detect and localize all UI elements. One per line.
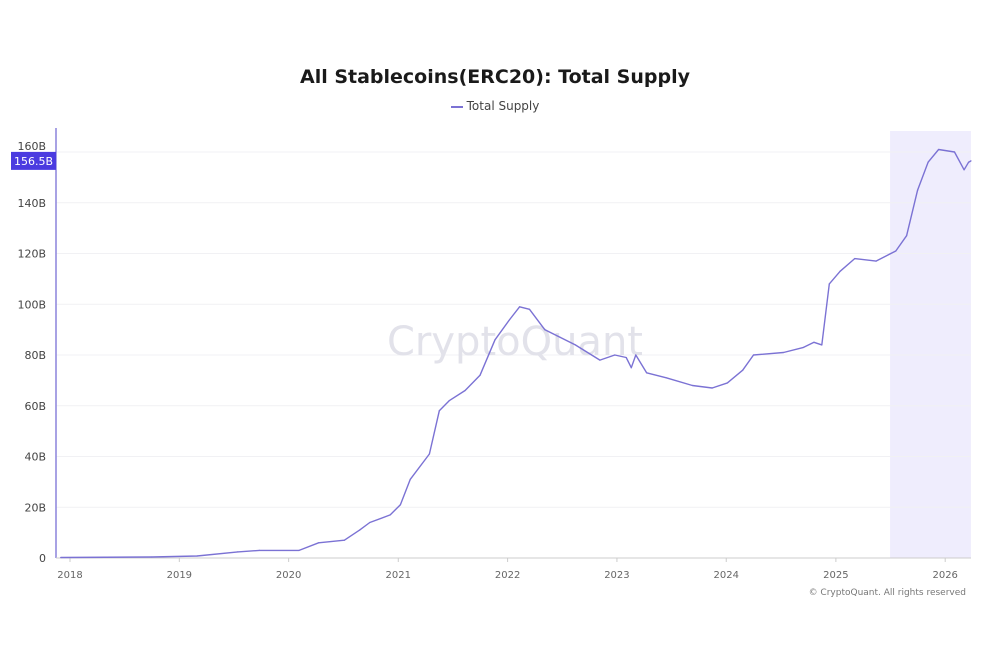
chart-title: All Stablecoins(ERC20): Total Supply [299, 66, 690, 88]
data-point [614, 354, 616, 356]
data-point [343, 539, 345, 541]
data-point [963, 169, 965, 171]
y-tick-label: 40B [24, 451, 46, 464]
copyright: © CryptoQuant. All rights reserved [808, 588, 966, 598]
data-point [359, 529, 361, 531]
data-point [691, 384, 694, 387]
data-point [752, 354, 755, 356]
data-point [828, 283, 830, 285]
data-point [625, 356, 627, 359]
x-tick-label: 2019 [167, 570, 192, 581]
data-point [599, 359, 601, 361]
data-point [635, 354, 637, 356]
legend-swatch [450, 105, 463, 108]
y-tick-label: 100B [17, 298, 46, 311]
data-point [802, 346, 805, 348]
data-point [544, 329, 546, 331]
data-point [409, 478, 411, 480]
data-point [927, 161, 929, 163]
data-point [813, 341, 815, 343]
y-tick-label: 140B [17, 197, 46, 210]
data-point [479, 374, 481, 376]
legend[interactable]: Total Supply [0, 99, 990, 113]
data-point [369, 521, 371, 524]
data-point [967, 161, 970, 163]
data-point [559, 336, 561, 338]
data-point [970, 160, 972, 162]
data-point [905, 235, 908, 237]
y-tick-label: 80B [24, 349, 46, 362]
data-point [196, 555, 198, 557]
legend-label: Total Supply [466, 99, 540, 113]
current-value-badge [11, 151, 56, 170]
data-point [464, 389, 466, 392]
x-tick-label: 2021 [386, 570, 411, 581]
data-point [574, 344, 576, 346]
x-tick-label: 2024 [714, 570, 739, 581]
current-value-label: 156.5B [14, 155, 53, 168]
data-point [298, 549, 300, 551]
data-point [389, 514, 391, 516]
y-tick-label: 60B [24, 400, 46, 413]
data-point [528, 308, 531, 310]
data-point [645, 372, 648, 374]
x-tick-label: 2018 [57, 570, 82, 581]
data-point [509, 318, 511, 321]
data-point [665, 377, 667, 379]
x-tick-label: 2020 [276, 570, 301, 581]
data-point [428, 453, 431, 455]
y-tick-label: 160B [17, 140, 46, 153]
data-point [782, 351, 785, 354]
data-point [854, 257, 856, 260]
data-point [399, 504, 401, 506]
data-point [630, 367, 632, 369]
y-tick-label: 0 [39, 552, 46, 565]
x-tick-label: 2026 [932, 570, 957, 581]
y-tick-label: 120B [17, 248, 46, 261]
data-point [953, 151, 956, 153]
x-tick-label: 2022 [495, 570, 520, 581]
data-point [895, 250, 897, 252]
watermark: CryptoQuant [387, 319, 643, 365]
data-point [839, 270, 841, 272]
data-point [742, 369, 744, 371]
shaded-region [890, 131, 971, 558]
series-line-total-supply [60, 148, 972, 559]
data-point [875, 260, 877, 262]
data-point [711, 387, 713, 389]
data-point [938, 148, 940, 151]
data-point [438, 410, 440, 412]
data-point [60, 556, 62, 559]
data-point [318, 542, 320, 544]
data-point [448, 400, 450, 402]
data-point [518, 306, 521, 308]
x-tick-label: 2025 [823, 570, 848, 581]
y-tick-label: 20B [24, 501, 46, 514]
x-tick-label: 2023 [604, 570, 629, 581]
data-point [917, 189, 919, 191]
data-point [494, 339, 496, 341]
data-point [258, 549, 260, 551]
data-point [237, 551, 239, 553]
data-point [726, 382, 729, 384]
data-point [151, 556, 153, 558]
data-point [821, 344, 823, 346]
